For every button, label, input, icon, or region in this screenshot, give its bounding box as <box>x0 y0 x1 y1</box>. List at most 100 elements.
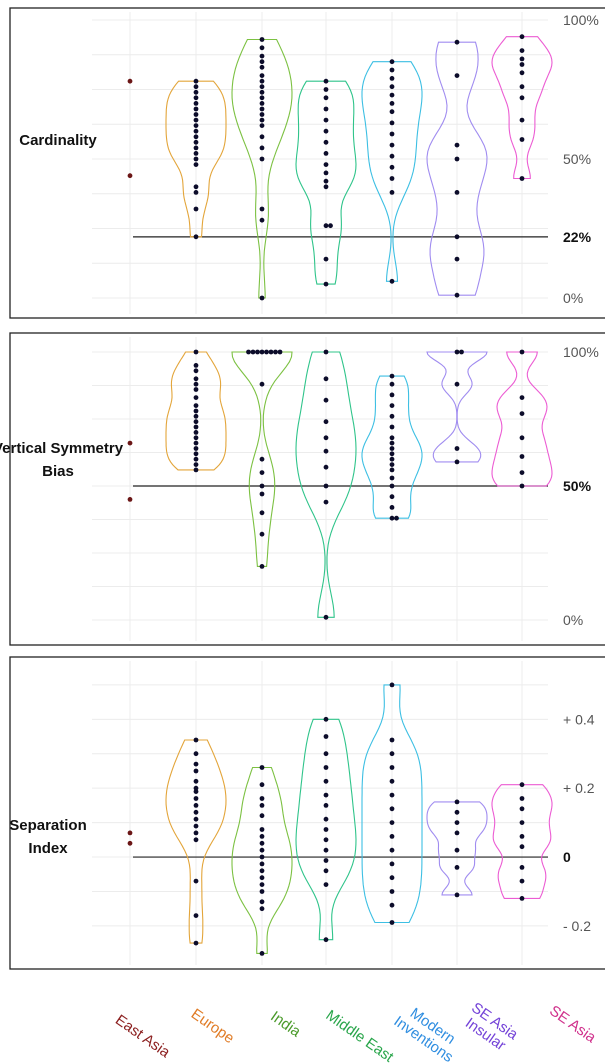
data-point <box>193 462 199 467</box>
data-point <box>193 162 199 168</box>
data-point <box>193 419 199 425</box>
data-point <box>259 951 265 956</box>
data-point <box>459 349 464 355</box>
group-india <box>231 349 293 569</box>
data-point <box>389 120 395 126</box>
data-point <box>519 865 525 870</box>
data-point <box>389 456 395 462</box>
y-tick-label: 50% <box>563 478 592 494</box>
data-point <box>519 470 525 475</box>
violin-modern-inventions <box>361 61 423 282</box>
data-point <box>127 173 133 179</box>
data-point <box>389 902 395 908</box>
data-point <box>127 497 133 502</box>
data-point <box>519 435 525 441</box>
data-point <box>389 494 395 500</box>
data-point <box>273 349 278 355</box>
data-point <box>193 349 199 355</box>
data-point <box>193 395 199 400</box>
data-point <box>323 256 329 262</box>
data-point <box>389 435 395 441</box>
violin-india <box>231 766 293 954</box>
data-point <box>328 223 333 229</box>
data-point <box>323 419 329 425</box>
data-point <box>259 765 265 770</box>
data-point <box>193 156 199 162</box>
y-tick-label: 0% <box>563 612 583 628</box>
data-point <box>259 134 265 140</box>
group-se-asia-insular <box>426 39 488 298</box>
data-point <box>193 440 199 446</box>
data-point <box>259 906 265 912</box>
data-point <box>323 117 329 123</box>
data-point <box>259 868 265 874</box>
data-point <box>389 76 395 81</box>
data-point <box>389 92 395 98</box>
data-point <box>127 440 133 446</box>
data-point <box>259 101 265 106</box>
category-label-middle-east: Middle East <box>323 1007 398 1063</box>
data-point <box>323 803 329 808</box>
group-se-asia-insular <box>426 349 488 465</box>
violin-se-asia <box>491 36 553 180</box>
data-point <box>454 142 460 148</box>
data-point <box>389 515 395 521</box>
data-point <box>389 920 395 925</box>
data-point <box>259 78 265 84</box>
y-tick-label: 50% <box>563 151 591 167</box>
group-east-asia <box>127 78 133 179</box>
data-point <box>193 456 199 462</box>
y-tick-label: 0% <box>563 290 583 306</box>
data-point <box>323 184 329 190</box>
data-point <box>259 217 265 223</box>
data-point <box>259 882 265 887</box>
data-point <box>259 861 265 867</box>
data-point <box>193 830 199 836</box>
data-point <box>519 56 525 62</box>
data-point <box>193 376 199 382</box>
data-point <box>389 451 395 457</box>
data-point <box>323 128 329 134</box>
data-point <box>323 868 329 874</box>
group-east-asia <box>127 830 133 846</box>
data-point <box>519 34 525 40</box>
data-point <box>259 834 265 839</box>
violin-se-asia <box>491 351 553 487</box>
data-point <box>193 234 199 240</box>
data-point <box>193 145 199 151</box>
data-point <box>323 87 329 92</box>
data-point <box>259 854 265 860</box>
data-point <box>323 170 329 176</box>
data-point <box>259 483 265 489</box>
data-point <box>323 464 329 470</box>
panel-vertical-symmetry-bias: 100% 50% 0% Vertical Symmetry Bias <box>0 332 605 646</box>
violin-se-asia-insular <box>426 41 488 296</box>
category-label-europe: Europe <box>188 1005 237 1047</box>
panel-cardinality: 100% 50% 22% 0% Cardinality <box>9 7 605 319</box>
data-point <box>255 349 260 355</box>
data-point <box>259 64 265 70</box>
data-point <box>389 176 395 181</box>
data-point <box>454 73 460 78</box>
panel-label: Index <box>28 840 68 857</box>
data-point <box>519 70 525 76</box>
violin-middle-east <box>295 351 357 618</box>
data-point <box>259 803 265 808</box>
data-point <box>277 349 283 355</box>
data-point <box>394 515 399 521</box>
data-point <box>454 847 460 853</box>
data-point <box>259 470 265 475</box>
data-point <box>323 178 329 184</box>
data-point <box>193 78 199 84</box>
y-tick-label: 100% <box>563 12 599 28</box>
data-point <box>193 95 199 101</box>
data-point <box>389 278 395 284</box>
violin-middle-east <box>295 718 357 941</box>
group-se-asia <box>491 34 553 181</box>
data-point <box>127 78 133 84</box>
data-point <box>389 737 395 743</box>
data-point <box>193 413 199 419</box>
data-point <box>323 435 329 441</box>
data-point <box>323 448 329 454</box>
